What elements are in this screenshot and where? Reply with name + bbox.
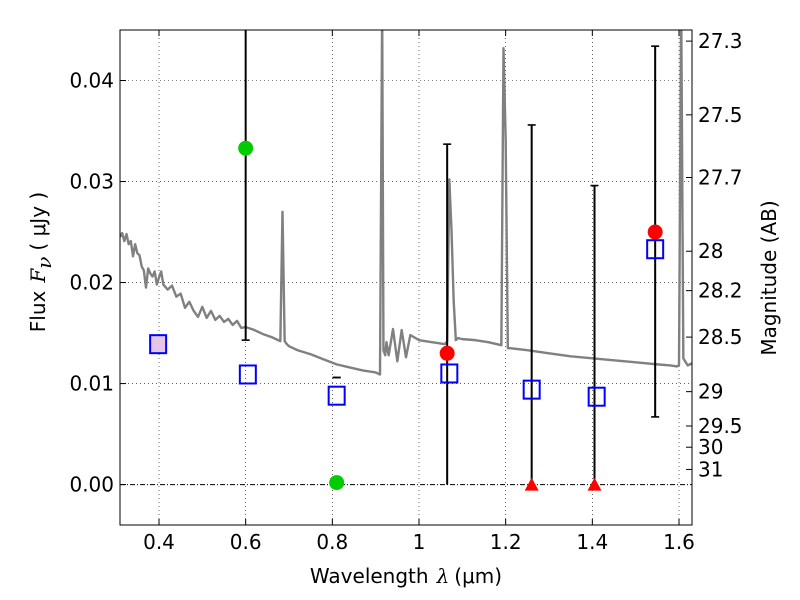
model-band-square — [587, 386, 606, 407]
x-tick-label: 1 — [413, 530, 426, 554]
model-band-square — [149, 334, 168, 355]
model-band-square — [327, 385, 346, 406]
model-band-square — [646, 239, 665, 260]
x-tick-label: 0.8 — [316, 530, 348, 554]
y2-tick-label: 31 — [698, 457, 723, 481]
model-sed-line — [120, 30, 692, 376]
y-tick-label: 0.00 — [69, 473, 114, 497]
y-tick-label: 0.04 — [69, 69, 114, 93]
plot-frame — [119, 29, 693, 526]
grid — [120, 30, 692, 525]
y-axis-label: FluxFν( μJy ) — [26, 192, 56, 332]
y2-tick-label: 29.5 — [698, 414, 743, 438]
x-tick-label: 1.4 — [576, 530, 608, 554]
model-band-square — [522, 379, 541, 400]
marker-layer — [149, 140, 665, 491]
tick-layer — [120, 30, 692, 525]
model-sed-layer — [120, 30, 692, 376]
x-tick-label: 1.6 — [663, 530, 695, 554]
y2-tick-label: 28.5 — [698, 325, 743, 349]
tick-label-layer: 0.4 0.6 0.8 1 1.2 1.4 1.6 0.00 0.01 0.02 0.03 0.04 2… — [69, 29, 742, 554]
y-tick-label: 0.02 — [69, 271, 114, 295]
x-tick-label: 0.4 — [143, 530, 175, 554]
y2-tick-label: 28.2 — [698, 279, 743, 303]
errorbar-layer — [241, 30, 660, 485]
photometry-point — [238, 140, 254, 156]
y2-tick-label: 28 — [698, 239, 723, 263]
y-tick-label: 0.03 — [69, 170, 114, 194]
y2-axis-label: Magnitude (AB) — [757, 200, 781, 355]
model-band-square — [238, 364, 257, 385]
x-tick-label: 1.2 — [490, 530, 522, 554]
y-tick-label: 0.01 — [69, 372, 114, 396]
upper-limit-triangle — [524, 477, 539, 491]
y2-tick-label: 27.5 — [698, 103, 743, 127]
photometry-point — [329, 475, 345, 491]
x-axis-label: Wavelength λ (μm) — [310, 564, 502, 588]
photometry-point — [439, 345, 455, 361]
y2-tick-label: 29 — [698, 380, 723, 404]
y2-tick-label: 27.7 — [698, 165, 743, 189]
model-band-square — [440, 363, 459, 384]
upper-limit-triangle — [587, 477, 602, 491]
photometry-point — [647, 224, 663, 240]
y2-tick-label: 30 — [698, 435, 723, 459]
y2-tick-label: 27.3 — [698, 29, 743, 53]
x-tick-label: 0.6 — [230, 530, 262, 554]
